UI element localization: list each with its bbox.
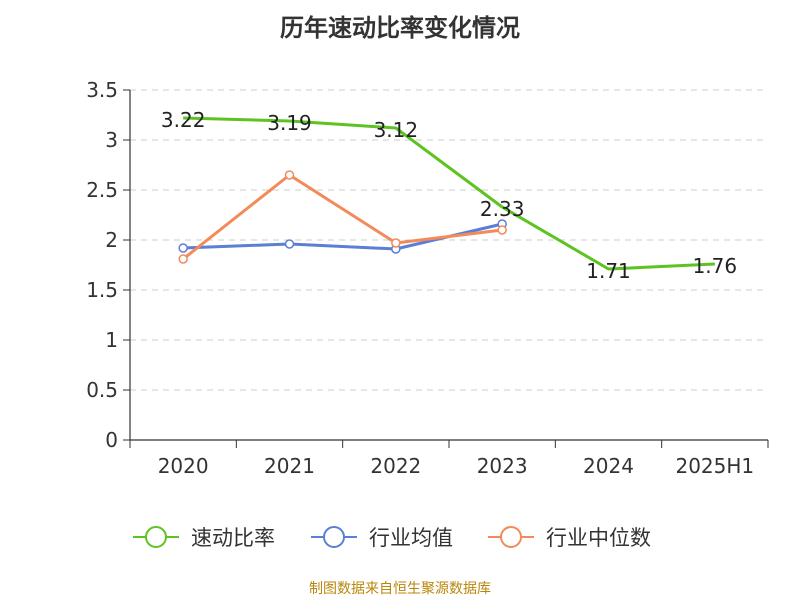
x-tick-label: 2024: [583, 454, 634, 478]
legend-label: 行业均值: [369, 526, 453, 550]
y-tick-label: 3.5: [86, 78, 118, 102]
legend-marker: [323, 526, 345, 548]
x-tick-label: 2020: [158, 454, 209, 478]
legend-label: 速动比率: [191, 526, 275, 550]
x-tick-label: 2023: [477, 454, 528, 478]
data-point: [178, 254, 188, 264]
x-tick-label: 2021: [264, 454, 315, 478]
data-label: 1.71: [586, 259, 631, 283]
data-label: 3.22: [161, 108, 206, 132]
data-point: [497, 225, 507, 235]
source-note: 制图数据来自恒生聚源数据库: [309, 581, 491, 597]
y-tick-label: 2: [105, 228, 118, 252]
series-lines: [178, 116, 715, 271]
legend-marker: [145, 526, 167, 548]
data-point: [284, 239, 295, 249]
data-labels: 3.22 3.19 3.12 2.33 1.71 1.76: [161, 108, 737, 283]
series-line-2: [182, 173, 503, 261]
legend-marker: [500, 526, 522, 548]
y-tick-label: 1: [105, 328, 118, 352]
data-label: 3.12: [374, 118, 419, 142]
data-label: 2.33: [480, 197, 525, 221]
data-label: 3.19: [267, 111, 312, 135]
y-tick-label: 3: [105, 128, 118, 152]
chart-title: 历年速动比率变化情况: [280, 14, 520, 42]
x-tick-label: 2022: [370, 454, 421, 478]
legend-label: 行业中位数: [546, 526, 651, 550]
legend: 速动比率 行业均值 行业中位数: [133, 526, 651, 550]
y-tick-label: 0.5: [86, 378, 118, 402]
axes: 0 0.5 1 1.5 2 2.5 3 3.5 2020 2021 2022 2023 2024 2025…: [86, 78, 769, 478]
x-tick-label: 2025H1: [675, 454, 754, 478]
data-point: [178, 243, 188, 253]
data-point: [284, 170, 295, 180]
y-tick-label: 1.5: [86, 278, 118, 302]
grid-lines: [130, 89, 768, 391]
y-tick-label: 0: [105, 428, 118, 452]
data-point: [391, 238, 401, 248]
series-line-0: [183, 116, 715, 271]
data-label: 1.76: [693, 254, 738, 278]
y-tick-label: 2.5: [86, 178, 118, 202]
